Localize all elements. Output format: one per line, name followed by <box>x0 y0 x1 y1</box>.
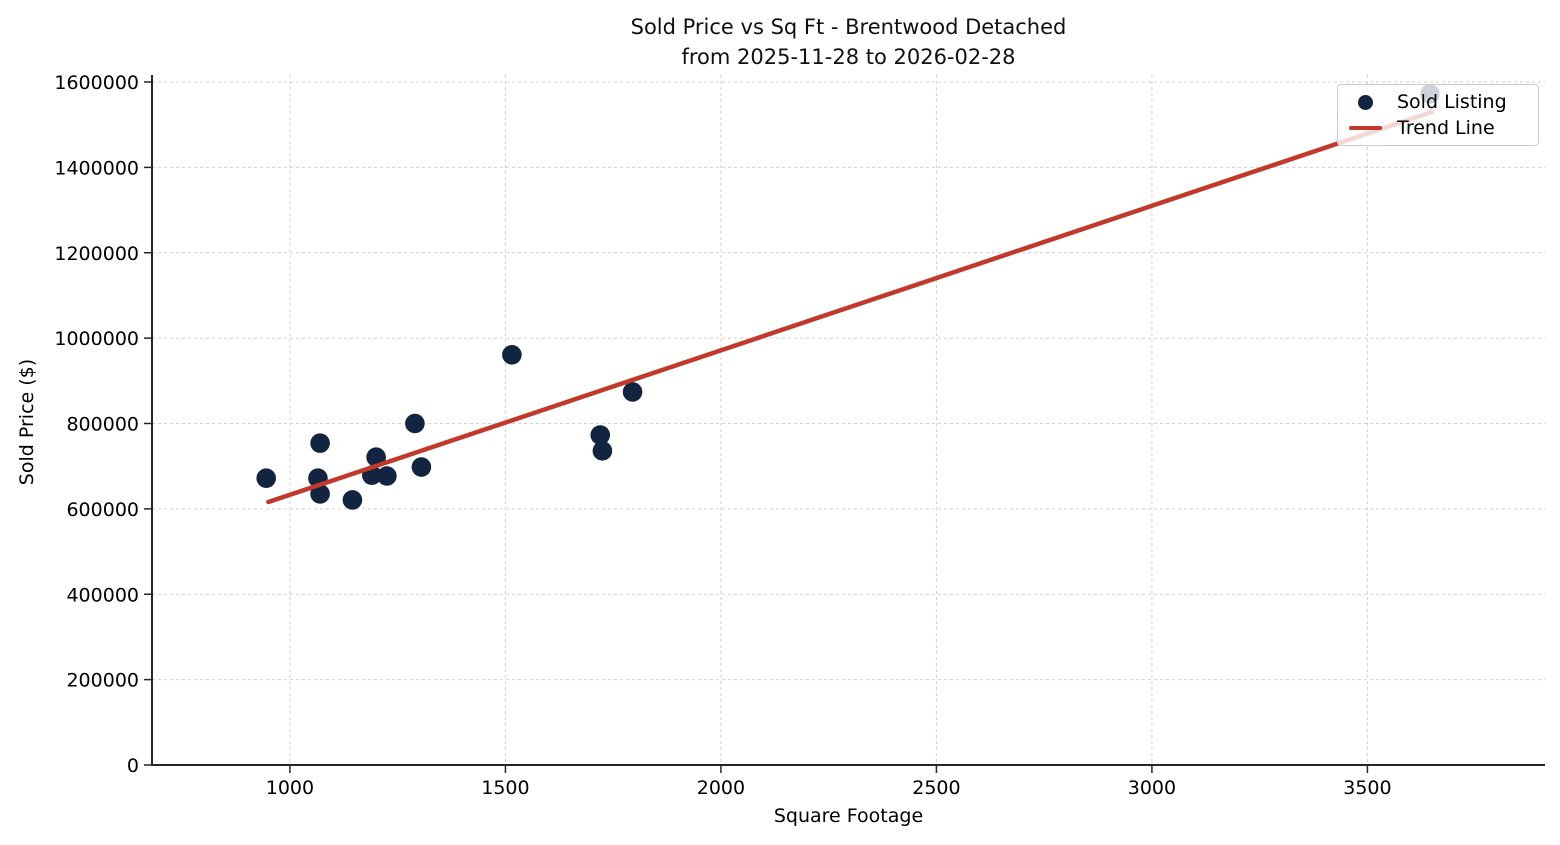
x-tick-label: 3500 <box>1343 777 1391 799</box>
scatter-point <box>592 441 613 461</box>
scatter-point <box>590 425 611 445</box>
y-tick-label: 1200000 <box>54 243 139 265</box>
y-tick-label: 600000 <box>66 499 139 521</box>
chart-title-line2: from 2025-11-28 to 2026-02-28 <box>681 45 1016 69</box>
x-tick-label: 2500 <box>912 777 960 799</box>
legend-label-trend-line: Trend Line <box>1397 117 1495 139</box>
y-tick-label: 1600000 <box>54 72 139 94</box>
scatter-point <box>411 457 432 477</box>
chart-title: Sold Price vs Sq Ft - Brentwood Detached… <box>152 12 1545 72</box>
y-tick-label: 800000 <box>66 414 139 436</box>
x-tick-label: 2000 <box>697 777 745 799</box>
trend-line-marker-icon <box>1348 125 1382 131</box>
chart-title-line1: Sold Price vs Sq Ft - Brentwood Detached <box>630 15 1067 39</box>
sold-listing-marker-icon <box>1357 94 1373 110</box>
legend-marker-col <box>1348 94 1382 110</box>
y-tick-label: 1000000 <box>54 328 139 350</box>
x-tick-label: 1500 <box>481 777 529 799</box>
scatter-point <box>310 484 330 504</box>
x-tick-label: 3000 <box>1128 777 1176 799</box>
legend-label-sold-listing: Sold Listing <box>1397 91 1507 113</box>
legend: Sold Listing Trend Line <box>1337 84 1539 146</box>
legend-item-sold-listing: Sold Listing <box>1348 91 1528 113</box>
y-tick-label: 400000 <box>66 584 139 606</box>
scatter-point <box>502 344 522 365</box>
scatter-point <box>405 413 425 434</box>
x-tick-label: 1000 <box>266 777 314 799</box>
legend-marker-col <box>1348 125 1382 131</box>
trend-line <box>266 109 1435 505</box>
y-tick-label: 200000 <box>66 670 139 692</box>
scatter-point <box>377 466 397 486</box>
scatter-point <box>622 382 643 402</box>
legend-item-trend-line: Trend Line <box>1348 117 1528 139</box>
scatter-point <box>256 468 277 488</box>
y-tick-label: 0 <box>127 755 139 777</box>
scatter-point <box>342 490 363 510</box>
x-axis-title: Square Footage <box>773 805 924 827</box>
y-tick-label: 1400000 <box>54 157 139 179</box>
scatter-point <box>310 433 330 453</box>
y-axis-title: Sold Price ($) <box>16 358 38 486</box>
